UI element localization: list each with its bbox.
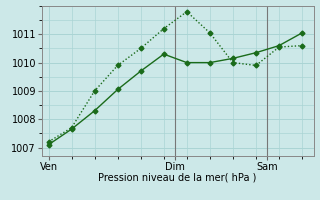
X-axis label: Pression niveau de la mer( hPa ): Pression niveau de la mer( hPa ) bbox=[99, 173, 257, 183]
